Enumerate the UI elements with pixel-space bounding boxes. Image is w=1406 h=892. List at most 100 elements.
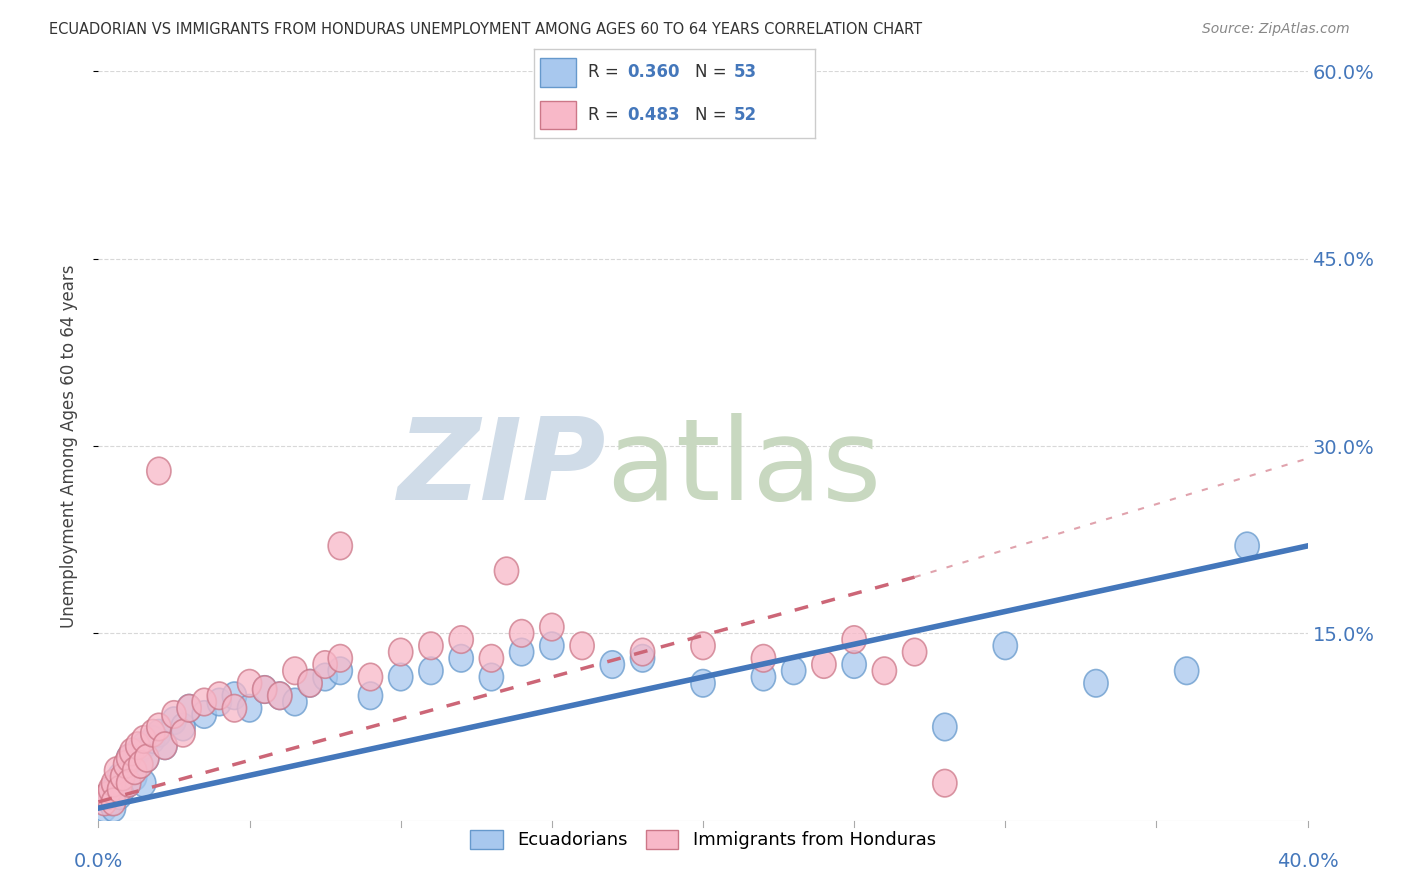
Ellipse shape (207, 689, 232, 715)
Ellipse shape (135, 745, 159, 772)
Ellipse shape (600, 651, 624, 678)
Ellipse shape (419, 657, 443, 684)
Ellipse shape (114, 751, 138, 778)
Ellipse shape (872, 657, 897, 684)
Ellipse shape (96, 782, 120, 809)
Ellipse shape (172, 720, 195, 747)
Ellipse shape (782, 657, 806, 684)
Ellipse shape (93, 795, 117, 822)
Ellipse shape (93, 789, 117, 815)
Ellipse shape (111, 776, 135, 803)
Ellipse shape (283, 689, 307, 715)
Ellipse shape (842, 651, 866, 678)
Ellipse shape (104, 757, 129, 784)
Text: ZIP: ZIP (398, 413, 606, 524)
Ellipse shape (101, 776, 125, 803)
Ellipse shape (993, 632, 1018, 659)
Ellipse shape (153, 732, 177, 759)
Text: ECUADORIAN VS IMMIGRANTS FROM HONDURAS UNEMPLOYMENT AMONG AGES 60 TO 64 YEARS CO: ECUADORIAN VS IMMIGRANTS FROM HONDURAS U… (49, 22, 922, 37)
Text: R =: R = (588, 106, 624, 124)
Ellipse shape (122, 764, 146, 790)
Ellipse shape (117, 770, 141, 797)
Ellipse shape (842, 626, 866, 653)
Ellipse shape (96, 782, 120, 809)
Ellipse shape (114, 757, 138, 784)
Ellipse shape (162, 701, 186, 728)
Text: atlas: atlas (606, 413, 882, 524)
Ellipse shape (193, 689, 217, 715)
Text: N =: N = (695, 63, 731, 81)
Ellipse shape (298, 670, 322, 697)
Ellipse shape (690, 670, 716, 697)
Ellipse shape (125, 732, 150, 759)
Text: Source: ZipAtlas.com: Source: ZipAtlas.com (1202, 22, 1350, 37)
Ellipse shape (1234, 533, 1260, 559)
Ellipse shape (267, 682, 292, 709)
Ellipse shape (98, 776, 122, 803)
Text: 0.0%: 0.0% (73, 852, 124, 871)
Ellipse shape (177, 695, 201, 722)
Ellipse shape (177, 695, 201, 722)
Ellipse shape (1174, 657, 1199, 684)
Ellipse shape (388, 639, 413, 665)
Ellipse shape (253, 676, 277, 703)
Ellipse shape (359, 682, 382, 709)
Y-axis label: Unemployment Among Ages 60 to 64 years: Unemployment Among Ages 60 to 64 years (59, 264, 77, 628)
Ellipse shape (359, 664, 382, 690)
Ellipse shape (98, 789, 122, 815)
Ellipse shape (751, 664, 776, 690)
Ellipse shape (253, 676, 277, 703)
Ellipse shape (117, 770, 141, 797)
Ellipse shape (1084, 670, 1108, 697)
Ellipse shape (132, 770, 156, 797)
Ellipse shape (146, 714, 172, 740)
Ellipse shape (141, 726, 165, 753)
Text: R =: R = (588, 63, 624, 81)
Ellipse shape (141, 720, 165, 747)
Bar (540, 58, 576, 87)
Ellipse shape (162, 707, 186, 734)
Text: 53: 53 (734, 63, 756, 81)
Bar (540, 101, 576, 129)
Ellipse shape (120, 757, 143, 784)
Ellipse shape (153, 732, 177, 759)
Ellipse shape (238, 695, 262, 722)
Ellipse shape (111, 764, 135, 790)
Ellipse shape (129, 751, 153, 778)
Ellipse shape (222, 695, 246, 722)
Ellipse shape (107, 776, 132, 803)
Ellipse shape (101, 770, 125, 797)
Ellipse shape (207, 682, 232, 709)
Ellipse shape (122, 757, 146, 784)
Ellipse shape (540, 632, 564, 659)
Ellipse shape (107, 764, 132, 790)
Ellipse shape (328, 645, 353, 672)
Ellipse shape (314, 651, 337, 678)
Ellipse shape (125, 739, 150, 765)
Ellipse shape (283, 657, 307, 684)
Ellipse shape (540, 614, 564, 640)
Ellipse shape (129, 751, 153, 778)
Ellipse shape (314, 664, 337, 690)
Ellipse shape (132, 726, 156, 753)
Ellipse shape (146, 458, 172, 484)
Text: 40.0%: 40.0% (1277, 852, 1339, 871)
Ellipse shape (135, 745, 159, 772)
Ellipse shape (117, 745, 141, 772)
Ellipse shape (509, 639, 534, 665)
Ellipse shape (101, 795, 125, 822)
Ellipse shape (932, 770, 957, 797)
Text: N =: N = (695, 106, 731, 124)
Ellipse shape (328, 657, 353, 684)
Ellipse shape (419, 632, 443, 659)
Legend: Ecuadorians, Immigrants from Honduras: Ecuadorians, Immigrants from Honduras (463, 822, 943, 856)
Ellipse shape (117, 745, 141, 772)
Ellipse shape (811, 651, 837, 678)
Ellipse shape (388, 664, 413, 690)
Ellipse shape (449, 626, 474, 653)
Ellipse shape (298, 670, 322, 697)
Ellipse shape (328, 533, 353, 559)
Text: 0.483: 0.483 (627, 106, 679, 124)
Ellipse shape (569, 632, 595, 659)
Ellipse shape (172, 714, 195, 740)
